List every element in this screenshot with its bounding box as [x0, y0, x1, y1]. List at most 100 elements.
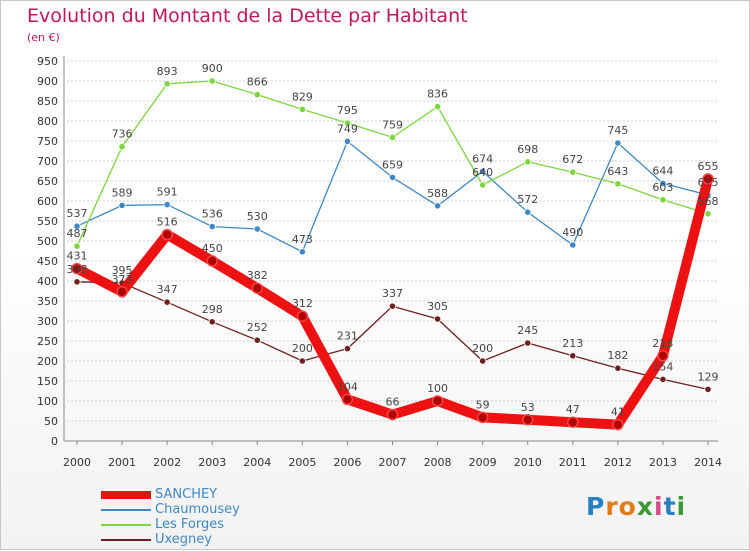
x-tick-label: 2009 — [469, 456, 497, 469]
data-label: 655 — [698, 160, 719, 173]
data-point — [73, 222, 81, 230]
data-label: 66 — [386, 396, 400, 409]
data-point — [704, 210, 712, 218]
data-point — [433, 103, 442, 111]
data-point — [296, 310, 309, 322]
x-tick-label: 2005 — [288, 456, 316, 469]
data-label: 398 — [67, 263, 88, 276]
legend-item: Uxegney — [101, 532, 240, 547]
data-label: 41 — [611, 406, 625, 419]
data-point — [614, 139, 622, 147]
data-label: 431 — [67, 250, 88, 263]
legend-swatch — [101, 490, 151, 499]
data-label: 643 — [607, 165, 628, 178]
chart-subtitle: (en €) — [27, 31, 60, 44]
data-label: 568 — [698, 195, 719, 208]
data-point — [71, 262, 83, 275]
data-point — [433, 315, 442, 323]
data-point — [253, 225, 261, 233]
data-label: 900 — [202, 62, 223, 75]
y-tick-label: 550 — [37, 215, 58, 228]
data-label: 659 — [382, 158, 403, 171]
data-point — [298, 357, 306, 365]
x-tick-label: 2008 — [424, 456, 452, 469]
data-label: 615 — [698, 176, 719, 189]
y-tick-label: 350 — [37, 295, 58, 308]
data-point — [298, 248, 306, 256]
y-tick-label: 450 — [37, 255, 58, 268]
legend-item: Les Forges — [101, 517, 240, 532]
y-tick-label: 100 — [37, 395, 58, 408]
data-label: 305 — [427, 300, 448, 313]
data-label: 644 — [652, 164, 673, 177]
x-tick-label: 2003 — [198, 456, 226, 469]
y-tick-label: 250 — [37, 335, 58, 348]
data-point — [163, 80, 171, 88]
y-tick-label: 850 — [37, 95, 58, 108]
data-point — [73, 278, 81, 286]
legend: SANCHEY Chaumousey Les Forges Uxegney — [101, 487, 240, 547]
data-label: 47 — [566, 403, 580, 416]
y-tick-label: 650 — [37, 175, 58, 188]
data-point — [73, 242, 81, 250]
data-point — [163, 298, 171, 306]
logo-letter: o — [618, 492, 637, 521]
data-label: 674 — [472, 152, 493, 165]
x-tick-label: 2010 — [514, 456, 542, 469]
y-tick-label: 700 — [37, 155, 58, 168]
series-uxegney — [73, 278, 712, 393]
data-point — [388, 173, 397, 181]
data-label: 866 — [247, 76, 268, 89]
legend-swatch — [101, 538, 151, 541]
x-tick-label: 2007 — [379, 456, 407, 469]
legend-swatch — [101, 508, 151, 511]
data-point — [476, 411, 489, 424]
data-label: 536 — [202, 208, 223, 221]
x-tick-label: 2002 — [153, 456, 181, 469]
data-label: 129 — [698, 370, 719, 383]
data-point — [702, 173, 714, 185]
data-point — [208, 318, 216, 326]
y-tick-label: 150 — [37, 375, 58, 388]
data-point — [208, 77, 216, 85]
y-tick-label: 50 — [44, 415, 58, 428]
y-tick-label: 0 — [51, 435, 58, 448]
data-label: 537 — [67, 207, 88, 220]
data-point — [388, 302, 397, 310]
data-label: 572 — [517, 193, 538, 206]
legend-item: SANCHEY — [101, 487, 240, 502]
data-point — [433, 202, 442, 210]
data-point — [704, 385, 712, 393]
data-label: 245 — [517, 324, 538, 337]
data-point — [343, 137, 352, 145]
data-point — [659, 196, 667, 204]
proxiti-logo: Proxiti — [586, 492, 686, 521]
data-point — [479, 167, 487, 175]
data-label: 231 — [337, 330, 358, 343]
data-label: 829 — [292, 90, 313, 103]
data-label: 100 — [427, 382, 448, 395]
logo-letter: i — [654, 492, 664, 521]
x-tick-label: 2004 — [243, 456, 271, 469]
data-point — [386, 408, 399, 421]
logo-letter: t — [663, 492, 677, 521]
data-point — [659, 375, 667, 383]
data-label: 347 — [157, 283, 178, 296]
logo-letter: r — [605, 492, 619, 521]
x-tick-label: 2012 — [604, 456, 632, 469]
data-point — [253, 336, 261, 344]
data-label: 640 — [472, 166, 493, 179]
data-point — [208, 223, 216, 231]
data-label: 795 — [337, 104, 358, 117]
data-point — [612, 418, 624, 431]
data-point — [524, 208, 532, 216]
data-label: 200 — [472, 342, 493, 355]
data-label: 516 — [157, 216, 178, 229]
data-point — [614, 364, 622, 372]
x-tick-label: 2014 — [694, 456, 722, 469]
series-les-forges — [73, 77, 712, 250]
data-label: 382 — [247, 269, 268, 282]
data-point — [298, 105, 306, 114]
data-label: 59 — [476, 398, 490, 411]
